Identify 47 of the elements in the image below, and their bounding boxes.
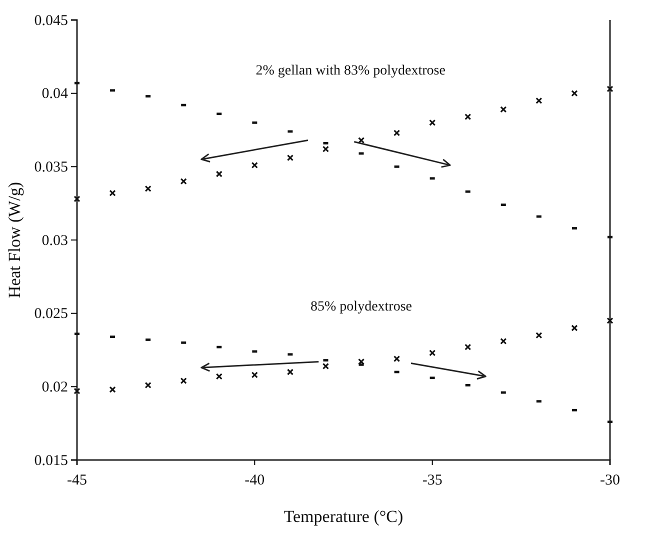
y-tick-label: 0.03: [42, 232, 68, 249]
point: [500, 106, 507, 113]
point: [180, 378, 187, 384]
point: [144, 382, 152, 388]
y-axis-title: Heat Flow (W/g): [5, 182, 24, 298]
y-tick-label: 0.02: [42, 379, 68, 396]
point: [286, 154, 294, 162]
point: [286, 368, 294, 376]
x-tick-label: -45: [67, 472, 87, 488]
y-tick-label: 0.035: [34, 159, 68, 176]
point: [394, 130, 400, 136]
point: [464, 114, 472, 120]
point: [180, 178, 187, 185]
point: [606, 86, 614, 92]
point: [322, 362, 330, 370]
x-tick-label: -40: [244, 472, 265, 488]
point: [74, 196, 80, 202]
point: [358, 136, 365, 144]
y-tick-label: 0.015: [34, 452, 68, 469]
point: [429, 350, 436, 356]
point: [144, 185, 152, 192]
point: [109, 190, 116, 196]
point: [216, 170, 222, 178]
x-tick-label: -35: [422, 472, 442, 488]
point: [536, 97, 542, 104]
point: [216, 373, 222, 380]
annotation: 85% polydextrose: [310, 299, 412, 314]
point: [464, 344, 472, 350]
point: [500, 338, 507, 344]
point: [429, 119, 436, 126]
point: [571, 324, 578, 332]
y-tick-label: 0.045: [34, 12, 68, 29]
point: [251, 162, 258, 168]
point: [74, 388, 80, 394]
point: [536, 332, 542, 339]
point: [251, 372, 258, 378]
point: [109, 386, 116, 393]
point: [606, 317, 614, 324]
point: [394, 356, 400, 362]
y-tick-label: 0.04: [42, 86, 68, 102]
y-tick-label: 0.025: [34, 306, 68, 322]
x-axis-title: Temperature (°C): [284, 507, 404, 526]
x-tick-label: -30: [600, 472, 620, 488]
point: [571, 90, 578, 97]
annotation: 2% gellan with 83% polydextrose: [256, 63, 446, 78]
point: [322, 146, 330, 152]
point: [358, 358, 365, 366]
